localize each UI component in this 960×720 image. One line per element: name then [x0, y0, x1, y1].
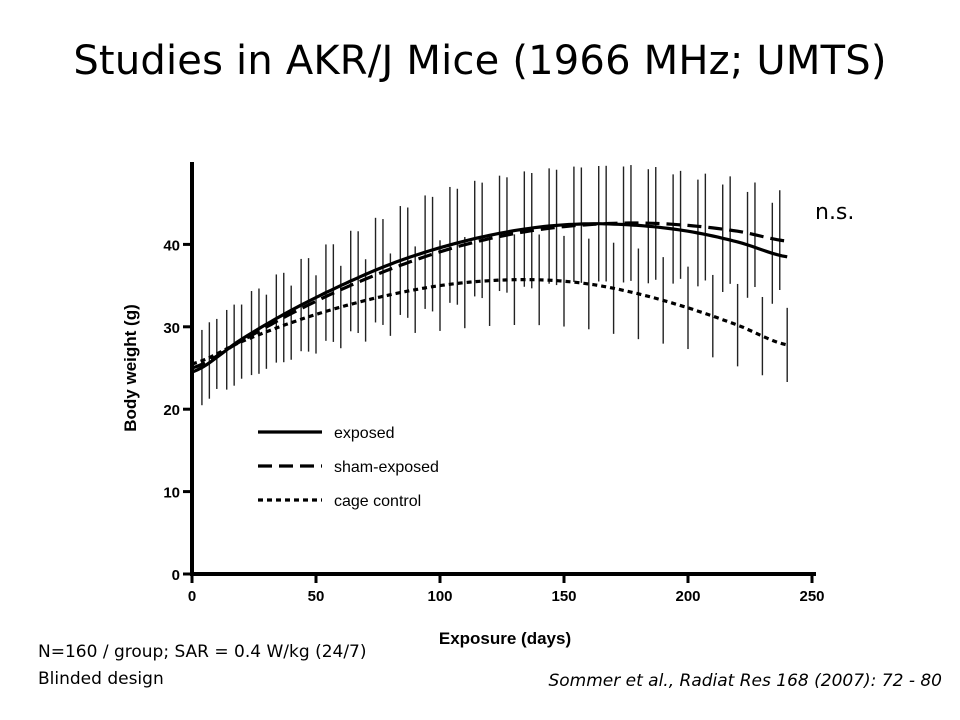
x-tick-label: 250 — [799, 588, 824, 605]
sample-size-note: N=160 / group; SAR = 0.4 W/kg (24/7) — [38, 642, 367, 662]
legend-label-sham-exposed: sham-exposed — [334, 459, 439, 476]
series-lines — [191, 221, 788, 374]
citation: Sommer et al., Radiat Res 168 (2007): 72… — [548, 671, 942, 691]
y-tick-label: 0 — [172, 567, 180, 584]
error-bars — [201, 165, 788, 406]
y-tick-label: 20 — [163, 402, 180, 419]
legend-label-cage-control: cage control — [334, 493, 421, 510]
series-line-sham-exposed — [191, 221, 788, 370]
y-axis-label: Body weight (g) — [121, 304, 140, 431]
x-tick-label: 100 — [427, 588, 452, 605]
legend: exposed sham-exposed cage control — [258, 425, 439, 510]
y-tick-label: 30 — [163, 320, 180, 337]
slide-title: Studies in AKR/J Mice (1966 MHz; UMTS) — [73, 38, 887, 84]
y-tick-label: 10 — [163, 485, 180, 502]
design-note: Blinded design — [38, 669, 164, 689]
x-tick-label: 50 — [308, 588, 325, 605]
chart-axes — [183, 162, 816, 583]
x-tick-label: 0 — [188, 588, 196, 605]
x-axis-label: Exposure (days) — [439, 629, 571, 648]
x-tick-label: 200 — [675, 588, 700, 605]
series-line-exposed — [191, 222, 788, 374]
significance-note: n.s. — [815, 200, 855, 225]
legend-label-exposed: exposed — [334, 425, 395, 442]
tick-labels: 0 10 20 30 40 0 50 100 150 200 250 — [163, 237, 824, 605]
x-tick-label: 150 — [551, 588, 576, 605]
y-tick-label: 40 — [163, 237, 180, 254]
